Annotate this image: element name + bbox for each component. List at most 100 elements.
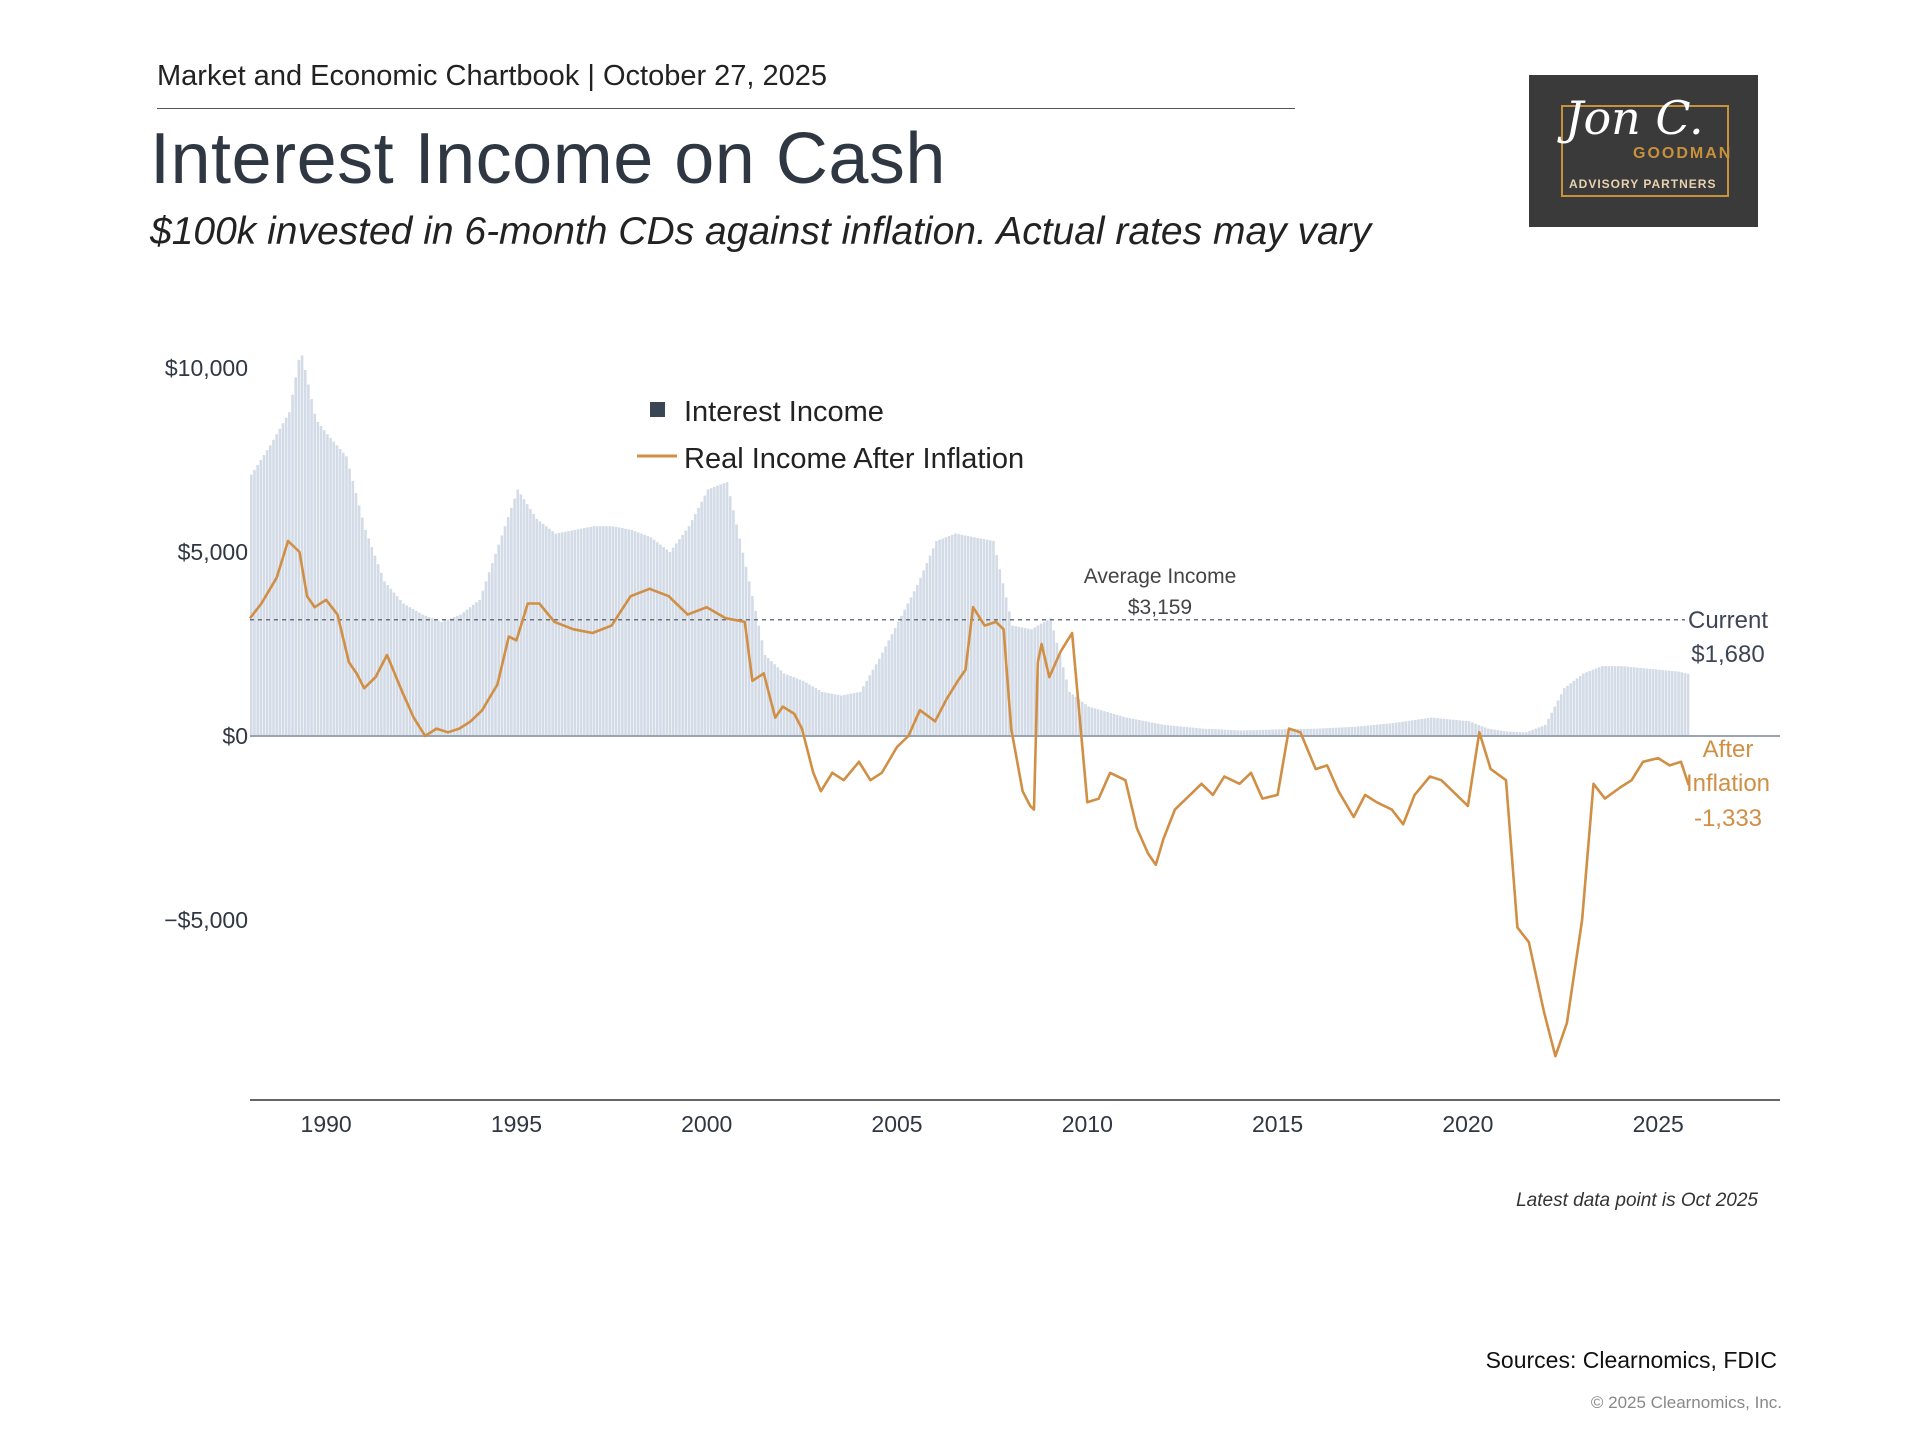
interest-income-bar <box>744 566 748 736</box>
interest-income-bar <box>1610 666 1614 736</box>
interest-income-bar <box>1442 718 1446 736</box>
interest-income-bar <box>348 468 351 736</box>
logo-frame <box>1561 105 1729 197</box>
interest-income-bar <box>414 610 418 736</box>
interest-income-bar <box>284 417 288 736</box>
interest-income-bar <box>957 534 960 736</box>
interest-income-bar <box>1153 723 1157 736</box>
interest-income-bar <box>361 517 364 736</box>
interest-income-bar <box>719 484 722 736</box>
interest-income-bar <box>1341 727 1344 736</box>
interest-income-bar <box>465 609 469 736</box>
interest-income-bar <box>525 504 529 736</box>
interest-income-bar <box>925 563 929 736</box>
interest-income-bar <box>1020 627 1024 736</box>
interest-income-bar <box>1191 727 1195 736</box>
interest-income-bar <box>963 535 967 736</box>
interest-income-bar <box>376 564 380 736</box>
interest-income-bar <box>1042 621 1046 736</box>
interest-income-bar <box>472 604 475 736</box>
interest-income-bar <box>1477 724 1481 736</box>
interest-income-bar <box>300 355 304 736</box>
interest-income-bar <box>1375 724 1379 736</box>
interest-income-bar <box>1014 626 1017 736</box>
interest-income-bar <box>1591 669 1595 736</box>
interest-income-bar <box>516 489 520 736</box>
interest-income-bar <box>1458 720 1461 736</box>
interest-income-bar <box>405 605 409 736</box>
interest-income-bar <box>380 572 383 736</box>
interest-income-bar <box>1112 713 1116 736</box>
interest-income-bars <box>250 355 1690 736</box>
interest-income-bar <box>982 539 986 736</box>
interest-income-bar <box>250 474 253 736</box>
interest-income-bar <box>824 692 827 736</box>
interest-income-bar <box>538 521 542 736</box>
interest-income-bar <box>468 607 472 736</box>
interest-income-bar <box>1464 720 1468 736</box>
interest-income-bar <box>1182 726 1186 736</box>
interest-income-bar <box>1264 729 1268 736</box>
interest-income-bar <box>1388 723 1392 736</box>
interest-income-bar <box>1274 729 1278 736</box>
interest-income-bar <box>1575 678 1579 736</box>
interest-income-bar <box>1537 727 1541 736</box>
interest-income-bar <box>1185 727 1189 736</box>
y-axis-ticks: $10,000 $5,000 $0 −$5,000 <box>164 355 248 933</box>
interest-income-bar <box>1109 713 1113 736</box>
interest-income-bar <box>1420 718 1423 736</box>
x-tick-label: 2015 <box>1252 1111 1303 1137</box>
interest-income-bar <box>760 640 764 736</box>
interest-income-bar <box>297 360 301 736</box>
interest-income-bar <box>281 423 285 736</box>
interest-income-bar <box>763 655 767 736</box>
interest-income-bar <box>1651 669 1655 736</box>
interest-income-bar <box>1636 667 1639 736</box>
interest-income-bar <box>1255 730 1259 736</box>
after-inflation-value: -1,333 <box>1694 805 1762 832</box>
interest-income-bar <box>766 658 770 736</box>
interest-income-bar <box>1505 731 1509 736</box>
interest-income-bar <box>1398 722 1401 736</box>
interest-income-bar <box>427 617 431 736</box>
interest-income-bar <box>484 581 488 736</box>
interest-income-bar <box>1674 671 1677 736</box>
interest-income-bar <box>440 621 443 736</box>
interest-income-bar <box>605 526 608 736</box>
interest-income-bar <box>1011 625 1014 736</box>
interest-income-bar <box>1039 623 1043 736</box>
interest-income-bar <box>985 539 989 736</box>
interest-income-bar <box>1268 729 1271 736</box>
interest-income-bar <box>1563 688 1566 736</box>
interest-income-bar <box>1531 729 1534 736</box>
interest-income-bar <box>535 518 539 736</box>
interest-income-bar <box>335 445 339 736</box>
interest-income-bar <box>332 441 336 736</box>
current-value: $1,680 <box>1691 641 1764 668</box>
interest-income-bar <box>1578 675 1582 736</box>
interest-income-bar <box>1169 725 1173 736</box>
interest-income-bar <box>732 510 735 736</box>
interest-income-bar <box>1080 701 1084 736</box>
interest-income-bar <box>1521 732 1525 736</box>
interest-income-bar <box>1372 724 1376 736</box>
interest-income-bar <box>1344 727 1347 736</box>
current-label: Current <box>1688 607 1768 634</box>
interest-income-bar <box>862 686 865 736</box>
interest-income-bar <box>884 646 887 736</box>
interest-income-bar <box>1509 731 1512 736</box>
interest-income-bar <box>817 690 821 736</box>
interest-income-bar <box>852 693 856 736</box>
y-tick-label: $10,000 <box>165 355 248 381</box>
interest-income-bar <box>1074 696 1078 736</box>
interest-income-bar <box>814 688 818 736</box>
interest-income-bar <box>392 592 396 736</box>
interest-income-bar <box>1312 728 1316 736</box>
interest-income-bar <box>551 531 554 736</box>
interest-income-bar <box>944 537 948 736</box>
interest-income-bar <box>1480 726 1484 736</box>
interest-income-bar <box>1188 727 1192 736</box>
interest-income-bar <box>608 526 611 736</box>
interest-income-bar <box>1090 707 1094 736</box>
interest-income-bar <box>519 494 523 736</box>
